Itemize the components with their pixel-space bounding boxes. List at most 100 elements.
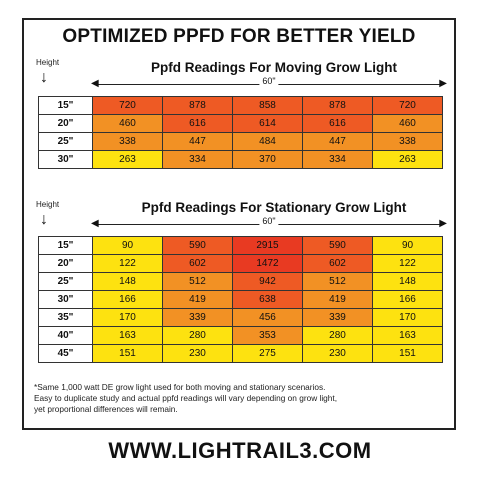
ppfd-value-cell: 720	[372, 96, 443, 115]
height-cell: 20"	[38, 254, 93, 273]
left-arrow-icon: ◀	[91, 78, 99, 89]
table-row: 35" 170 339 456 339 170	[38, 308, 443, 327]
ppfd-value-cell: 460	[372, 114, 443, 133]
down-arrow-icon: ↓	[40, 69, 48, 86]
ppfd-value-cell: 334	[302, 150, 373, 169]
ppfd-value-cell: 512	[302, 272, 373, 291]
width-dimension-moving: ◀ ▶ 60"	[91, 76, 447, 90]
ppfd-value-cell: 720	[92, 96, 163, 115]
ppfd-value-cell: 614	[232, 114, 303, 133]
website-url: WWW.LIGHTRAIL3.COM	[108, 438, 372, 463]
moving-subtitle: Ppfd Readings For Moving Grow Light	[151, 60, 397, 75]
width-label: 60"	[259, 216, 279, 226]
ppfd-value-cell: 460	[92, 114, 163, 133]
height-cell: 15"	[38, 96, 93, 115]
ppfd-value-cell: 170	[92, 308, 163, 327]
ppfd-value-cell: 230	[302, 344, 373, 363]
ppfd-value-cell: 2915	[232, 236, 303, 255]
footnote-line: *Same 1,000 watt DE grow light used for …	[34, 382, 326, 392]
ppfd-value-cell: 230	[162, 344, 233, 363]
ppfd-value-cell: 616	[302, 114, 373, 133]
stationary-ppfd-table: 15" 90 590 2915 590 90 20" 122 602 1472 602 122 25" 1…	[38, 236, 443, 363]
table-row: 30" 166 419 638 419 166	[38, 290, 443, 309]
height-label-stationary: Height	[36, 200, 60, 209]
ppfd-value-cell: 90	[92, 236, 163, 255]
ppfd-value-cell: 263	[92, 150, 163, 169]
ppfd-value-cell: 163	[92, 326, 163, 345]
ppfd-value-cell: 151	[372, 344, 443, 363]
ppfd-value-cell: 166	[92, 290, 163, 309]
ppfd-value-cell: 447	[162, 132, 233, 151]
ppfd-value-cell: 602	[302, 254, 373, 273]
height-cell: 40"	[38, 326, 93, 345]
height-cell: 30"	[38, 150, 93, 169]
table-row: 40" 163 280 353 280 163	[38, 326, 443, 345]
ppfd-value-cell: 1472	[232, 254, 303, 273]
height-cell: 25"	[38, 132, 93, 151]
height-cell: 35"	[38, 308, 93, 327]
ppfd-value-cell: 484	[232, 132, 303, 151]
ppfd-value-cell: 878	[302, 96, 373, 115]
right-arrow-icon: ▶	[439, 218, 447, 229]
ppfd-value-cell: 602	[162, 254, 233, 273]
ppfd-value-cell: 942	[232, 272, 303, 291]
ppfd-value-cell: 638	[232, 290, 303, 309]
ppfd-value-cell: 456	[232, 308, 303, 327]
ppfd-value-cell: 122	[372, 254, 443, 273]
footnote-line: yet proportional differences will remain…	[34, 404, 178, 414]
ppfd-value-cell: 280	[302, 326, 373, 345]
height-label-moving: Height	[36, 58, 60, 67]
ppfd-value-cell: 170	[372, 308, 443, 327]
height-cell: 30"	[38, 290, 93, 309]
ppfd-value-cell: 148	[372, 272, 443, 291]
table-row: 25" 148 512 942 512 148	[38, 272, 443, 291]
width-label: 60"	[259, 76, 279, 86]
height-cell: 15"	[38, 236, 93, 255]
table-row: 45" 151 230 275 230 151	[38, 344, 443, 363]
chart-frame: OPTIMIZED PPFD FOR BETTER YIELD Height ↓…	[22, 18, 456, 430]
ppfd-value-cell: 263	[372, 150, 443, 169]
ppfd-value-cell: 370	[232, 150, 303, 169]
table-row: 15" 90 590 2915 590 90	[38, 236, 443, 255]
ppfd-value-cell: 419	[162, 290, 233, 309]
ppfd-value-cell: 590	[302, 236, 373, 255]
ppfd-value-cell: 338	[372, 132, 443, 151]
main-title: OPTIMIZED PPFD FOR BETTER YIELD	[62, 26, 416, 47]
stationary-subtitle: Ppfd Readings For Stationary Grow Light	[141, 200, 407, 215]
ppfd-value-cell: 122	[92, 254, 163, 273]
moving-ppfd-table: 15" 720 878 858 878 720 20" 460 616 614 616 460 25" 3…	[38, 96, 443, 169]
ppfd-value-cell: 151	[92, 344, 163, 363]
ppfd-value-cell: 512	[162, 272, 233, 291]
ppfd-value-cell: 90	[372, 236, 443, 255]
down-arrow-icon: ↓	[40, 211, 48, 228]
ppfd-value-cell: 447	[302, 132, 373, 151]
height-cell: 45"	[38, 344, 93, 363]
table-row: 20" 122 602 1472 602 122	[38, 254, 443, 273]
ppfd-value-cell: 419	[302, 290, 373, 309]
right-arrow-icon: ▶	[439, 78, 447, 89]
table-row: 30" 263 334 370 334 263	[38, 150, 443, 169]
table-row: 20" 460 616 614 616 460	[38, 114, 443, 133]
left-arrow-icon: ◀	[91, 218, 99, 229]
table-row: 15" 720 878 858 878 720	[38, 96, 443, 115]
ppfd-value-cell: 339	[302, 308, 373, 327]
ppfd-value-cell: 353	[232, 326, 303, 345]
ppfd-value-cell: 616	[162, 114, 233, 133]
width-dimension-stationary: ◀ ▶ 60"	[91, 216, 447, 230]
ppfd-value-cell: 280	[162, 326, 233, 345]
ppfd-value-cell: 338	[92, 132, 163, 151]
ppfd-value-cell: 878	[162, 96, 233, 115]
height-cell: 25"	[38, 272, 93, 291]
ppfd-value-cell: 148	[92, 272, 163, 291]
ppfd-value-cell: 858	[232, 96, 303, 115]
ppfd-value-cell: 590	[162, 236, 233, 255]
ppfd-value-cell: 166	[372, 290, 443, 309]
footnote: *Same 1,000 watt DE grow light used for …	[34, 382, 448, 415]
ppfd-value-cell: 339	[162, 308, 233, 327]
ppfd-value-cell: 334	[162, 150, 233, 169]
footnote-line: Easy to duplicate study and actual ppfd …	[34, 393, 338, 403]
ppfd-value-cell: 163	[372, 326, 443, 345]
table-row: 25" 338 447 484 447 338	[38, 132, 443, 151]
ppfd-value-cell: 275	[232, 344, 303, 363]
height-cell: 20"	[38, 114, 93, 133]
